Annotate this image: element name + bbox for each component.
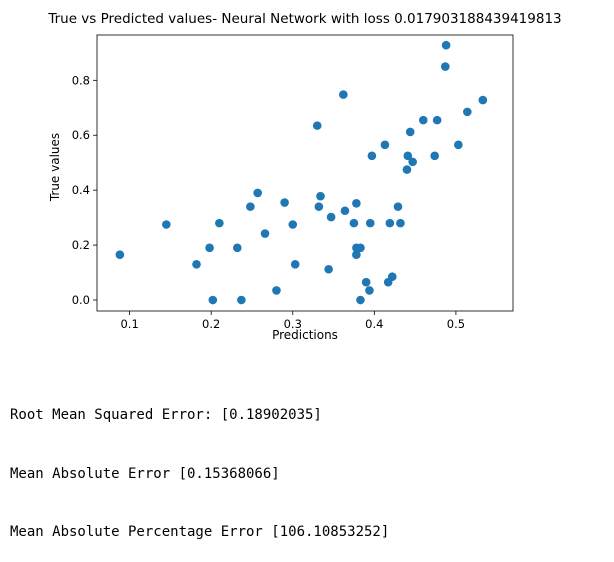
scatter-point xyxy=(418,115,428,125)
scatter-point xyxy=(405,127,415,137)
scatter-point xyxy=(356,243,365,253)
scatter-point xyxy=(316,191,325,201)
mape-line: Mean Absolute Percentage Error [106.1085… xyxy=(10,524,390,540)
scatter-point xyxy=(237,295,246,305)
chart-title: True vs Predicted values- Neural Network… xyxy=(47,11,561,27)
y-tick-label: 0.2 xyxy=(72,238,90,252)
scatter-point xyxy=(367,151,377,161)
scatter-point xyxy=(115,250,125,260)
x-tick-label: 0.4 xyxy=(365,317,383,331)
y-axis-label: True values xyxy=(48,133,62,202)
scatter-point xyxy=(326,212,336,222)
scatter-point xyxy=(215,218,224,228)
scatter-point xyxy=(385,218,395,228)
x-axis-label: Predictions xyxy=(272,328,338,342)
scatter-point xyxy=(396,218,405,228)
scatter-point xyxy=(365,218,375,228)
scatter-point xyxy=(440,62,450,71)
scatter-point xyxy=(441,40,451,50)
scatter-point xyxy=(162,220,171,229)
scatter-point xyxy=(290,260,300,269)
data-points xyxy=(115,40,488,305)
scatter-point xyxy=(393,202,403,211)
scatter-point xyxy=(192,260,201,269)
scatter-point xyxy=(352,199,361,208)
metrics-output: Root Mean Squared Error: [0.18902035] Me… xyxy=(10,367,389,562)
scatter-point xyxy=(349,218,359,228)
scatter-point xyxy=(339,90,348,99)
scatter-point xyxy=(246,202,255,211)
scatter-point xyxy=(387,272,397,281)
y-tick-label: 0.0 xyxy=(72,293,90,307)
scatter-point xyxy=(232,243,242,253)
scatter-point xyxy=(361,277,371,287)
y-tick-label: 0.6 xyxy=(72,128,90,142)
y-tick-label: 0.8 xyxy=(72,73,90,87)
scatter-point xyxy=(408,157,417,167)
scatter-point xyxy=(288,220,298,229)
scatter-point xyxy=(402,165,412,174)
scatter-chart: True vs Predicted values- Neural Network… xyxy=(47,11,561,342)
scatter-point xyxy=(356,295,365,305)
mae-line: Mean Absolute Error [0.15368066] xyxy=(10,465,280,482)
scatter-point xyxy=(253,188,262,198)
scatter-point xyxy=(340,206,350,216)
scatter-point xyxy=(432,115,442,125)
x-tick-label: 0.2 xyxy=(202,317,220,331)
x-axis: 0.1 0.2 0.3 0.4 0.5 xyxy=(120,311,465,331)
y-tick-label: 0.4 xyxy=(72,183,90,197)
scatter-point xyxy=(454,140,463,150)
y-axis: 0.0 0.2 0.4 0.6 0.8 xyxy=(72,73,97,307)
scatter-point xyxy=(478,95,488,105)
scatter-point xyxy=(430,151,439,161)
scatter-point xyxy=(365,286,374,295)
scatter-point xyxy=(352,250,361,260)
x-tick-label: 0.3 xyxy=(284,317,302,331)
x-tick-label: 0.5 xyxy=(447,317,465,331)
scatter-point xyxy=(463,107,472,117)
x-tick-label: 0.1 xyxy=(120,317,138,331)
scatter-point xyxy=(208,295,218,305)
scatter-point xyxy=(272,286,281,295)
scatter-point xyxy=(312,121,322,130)
scatter-point xyxy=(280,198,289,207)
scatter-point xyxy=(380,140,390,150)
scatter-point xyxy=(403,151,413,161)
plot-frame xyxy=(96,34,514,312)
scatter-point xyxy=(260,229,270,238)
scatter-point xyxy=(314,202,324,211)
scatter-point xyxy=(324,264,333,274)
rmse-line: Root Mean Squared Error: [0.18902035] xyxy=(10,407,322,423)
scatter-point xyxy=(205,243,214,253)
